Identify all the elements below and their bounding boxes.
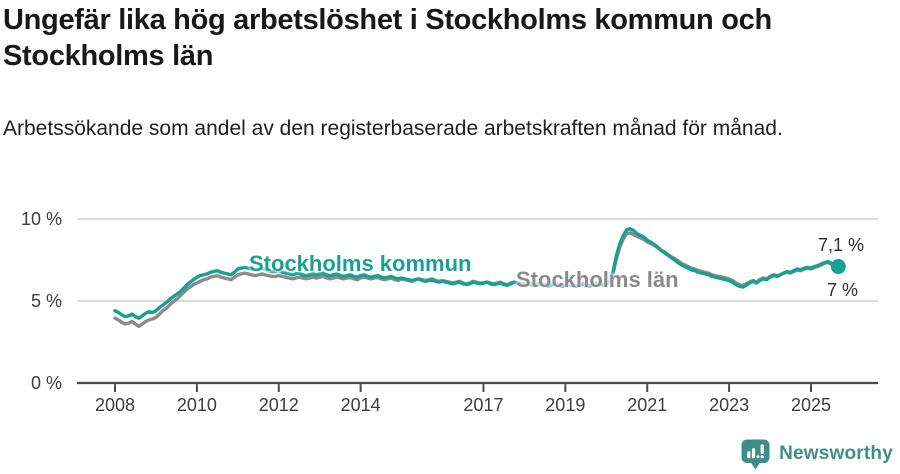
newsworthy-wordmark: Newsworthy xyxy=(779,443,893,464)
x-axis-tick-label: 2014 xyxy=(340,395,381,415)
x-axis-tick-label: 2010 xyxy=(176,395,217,415)
y-axis-tick-label: 10 % xyxy=(20,209,62,229)
end-value-label-lan: 7 % xyxy=(827,280,859,300)
series-label-stockholms-lan: Stockholms län xyxy=(516,267,679,292)
x-axis-tick-label: 2021 xyxy=(627,395,668,415)
newsworthy-logo[interactable]: Newsworthy xyxy=(741,437,893,471)
x-axis-tick-label: 2017 xyxy=(463,395,504,415)
newsworthy-speech-bubble-icon xyxy=(741,439,770,469)
chart-title: Ungefär lika hög arbetslöshet i Stockhol… xyxy=(3,4,772,72)
x-axis-tick-label: 2012 xyxy=(258,395,299,415)
x-axis-tick-label: 2019 xyxy=(545,395,586,415)
y-axis-labels: 0 % 5 % 10 % xyxy=(0,0,62,474)
y-axis-tick-label: 5 % xyxy=(30,291,62,311)
x-axis-tick-label: 2025 xyxy=(790,395,831,415)
end-value-label-kommun: 7,1 % xyxy=(818,235,865,255)
series-label-stockholms-kommun: Stockholms kommun xyxy=(249,251,472,276)
y-axis-tick-label: 0 % xyxy=(30,373,62,393)
chart-subtitle: Arbetssökande som andel av den registerb… xyxy=(3,117,783,140)
x-axis-tick-label: 2008 xyxy=(94,395,136,415)
x-axis-tick-label: 2023 xyxy=(709,395,750,415)
